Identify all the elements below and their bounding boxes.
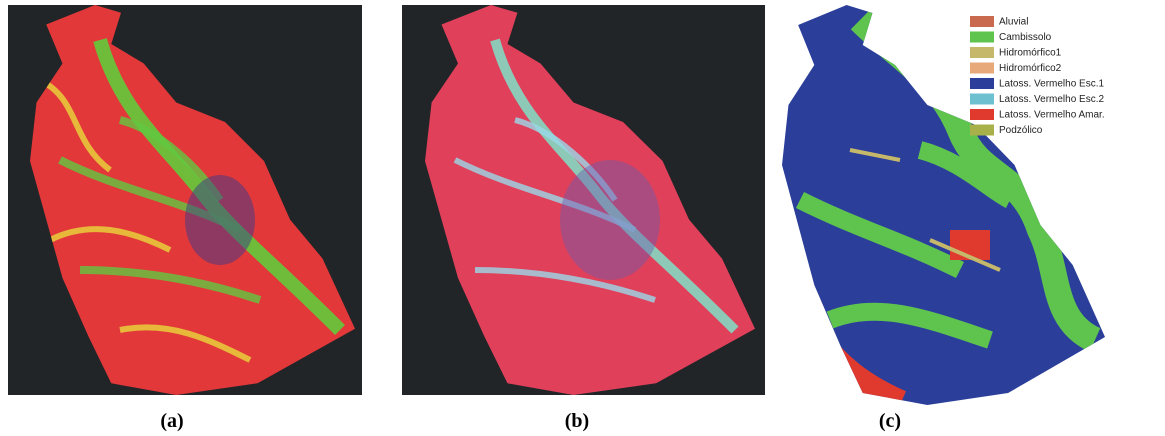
legend-swatch — [970, 94, 994, 105]
legend-swatch — [970, 16, 994, 27]
legend-label: Hidromórfico2 — [999, 63, 1062, 74]
legend-swatch — [970, 109, 994, 120]
legend-swatch — [970, 63, 994, 74]
panel-label: (a) — [160, 410, 183, 432]
legend-label: Latoss. Vermelho Amar. — [999, 110, 1105, 121]
legend-swatch — [970, 125, 994, 136]
legend-label: Latoss. Vermelho Esc.2 — [999, 94, 1104, 105]
panel-labels: (a) (b) (c) — [160, 410, 901, 432]
figure: Aluvial Cambissolo Hidromórfico1 Hidromórfi… — [0, 0, 1165, 436]
legend: Aluvial Cambissolo Hidromórfico1 Hidromórfi… — [970, 16, 1105, 136]
legend-label: Aluvial — [999, 17, 1028, 28]
panel-label: (b) — [565, 410, 589, 432]
legend-label: Latoss. Vermelho Esc.1 — [999, 79, 1104, 90]
legend-swatch — [970, 32, 994, 43]
legend-swatch — [970, 47, 994, 58]
panel-label: (c) — [879, 410, 901, 432]
legend-label: Cambissolo — [999, 32, 1052, 43]
legend-label: Hidromórfico1 — [999, 48, 1062, 59]
legend-swatch — [970, 78, 994, 89]
page: Aluvial Cambissolo Hidromórfico1 Hidromórfi… — [0, 0, 1165, 436]
legend-label: Podzólico — [999, 125, 1043, 136]
